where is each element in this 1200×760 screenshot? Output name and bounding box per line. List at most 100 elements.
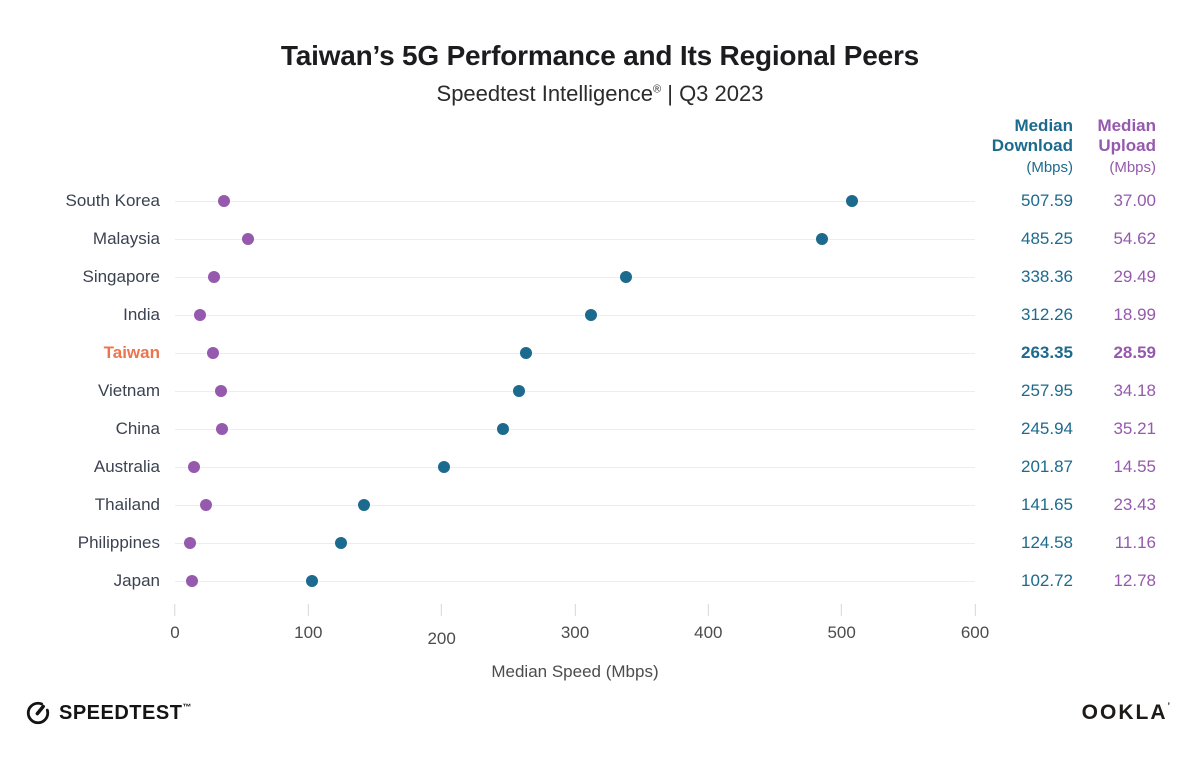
x-tick-label: 200: [427, 629, 456, 648]
country-label: Vietnam: [97, 381, 160, 400]
subtitle-brand: Speedtest Intelligence: [436, 81, 654, 106]
upload-value: 14.55: [1113, 457, 1156, 476]
download-dot: [585, 309, 598, 321]
download-column-header: Median Download (Mbps): [991, 116, 1073, 176]
upload-dot: [208, 271, 221, 283]
gridline: [175, 391, 975, 392]
country-label: Singapore: [82, 267, 160, 286]
upload-value: 18.99: [1113, 305, 1156, 324]
download-value: 263.35: [1021, 343, 1073, 362]
chart-row: China 245.94 35.21: [40, 410, 1156, 448]
x-tick-mark: [974, 604, 976, 616]
x-tick: 100: [294, 604, 323, 643]
gridline: [175, 467, 975, 468]
chart-row: Vietnam 257.95 34.18: [40, 372, 1156, 410]
x-tick-mark: [174, 604, 176, 616]
upload-value: 34.18: [1113, 381, 1156, 400]
x-tick-mark: [574, 604, 576, 616]
gridline: [175, 239, 975, 240]
x-axis-label: Median Speed (Mbps): [491, 662, 659, 681]
footer: SPEEDTEST™ OOKLA’: [25, 700, 1172, 726]
chart-row: Taiwan 263.35 28.59: [40, 334, 1156, 372]
country-label: Australia: [93, 457, 160, 476]
chart-row: South Korea 507.59 37.00: [40, 182, 1156, 220]
upload-column-header: Median Upload (Mbps): [1097, 116, 1156, 176]
country-label: Thailand: [94, 495, 160, 514]
download-dot: [620, 271, 633, 283]
download-dot: [816, 233, 828, 245]
download-value: 102.72: [1021, 571, 1073, 590]
upload-value: 35.21: [1113, 419, 1156, 438]
subtitle-period: | Q3 2023: [661, 81, 764, 106]
x-tick-label: 500: [827, 623, 856, 642]
gridline: [175, 543, 975, 544]
chart-row: Japan 102.72 12.78: [40, 562, 1156, 600]
gridline: [175, 353, 975, 354]
upload-value: 28.59: [1113, 343, 1156, 362]
upload-dot: [200, 499, 213, 511]
download-dot: [438, 461, 451, 473]
upload-value: 11.16: [1114, 533, 1156, 552]
country-label: Malaysia: [92, 229, 160, 248]
download-dot: [305, 575, 318, 587]
x-tick-mark: [307, 604, 309, 616]
gridline: [175, 581, 975, 582]
chart-row: Thailand 141.65 23.43: [40, 486, 1156, 524]
x-tick-mark: [707, 604, 709, 616]
chart-row: Philippines 124.58 11.16: [40, 524, 1156, 562]
x-tick: 600: [961, 604, 989, 643]
download-dot: [512, 385, 525, 397]
chart-row: Malaysia 485.25 54.62: [40, 220, 1156, 258]
upload-dot: [207, 347, 220, 359]
gridline: [175, 201, 975, 202]
upload-dot: [218, 195, 231, 207]
x-tick-label: 600: [960, 623, 990, 642]
x-axis: 0 100 200 300 400 500 600: [40, 604, 1156, 652]
upload-dot: [214, 385, 227, 397]
country-label: India: [123, 305, 160, 324]
x-tick: 500: [827, 604, 856, 643]
gridline: [175, 505, 975, 506]
x-tick-mark: [841, 604, 843, 616]
x-tick-label: 0: [170, 623, 180, 642]
download-value: 507.59: [1021, 191, 1073, 210]
x-tick: 200: [427, 604, 456, 649]
country-label: China: [115, 419, 160, 438]
gridline: [175, 315, 975, 316]
download-dot: [335, 537, 348, 549]
value-columns-header: Median Download (Mbps) Median Upload (Mb…: [40, 116, 1156, 182]
upload-dot: [183, 537, 196, 549]
upload-value: 54.62: [1113, 229, 1156, 248]
download-value: 245.94: [1021, 419, 1073, 438]
speedtest-gauge-icon: [26, 701, 50, 725]
x-tick: 0: [170, 604, 180, 643]
download-value: 124.58: [1021, 533, 1073, 552]
download-value: 338.36: [1021, 267, 1073, 286]
download-dot: [845, 195, 858, 207]
download-dot: [357, 499, 370, 511]
chart-rows: South Korea 507.59 37.00 Malaysia 485.25 54.6…: [40, 182, 1156, 600]
chart-row: Singapore 338.36 29.49: [40, 258, 1156, 296]
chart-row: Australia 201.87 14.55: [40, 448, 1156, 486]
upload-value: 12.78: [1113, 571, 1156, 590]
x-tick: 400: [694, 604, 723, 643]
x-tick-label: 100: [294, 623, 323, 642]
country-label: Taiwan: [103, 343, 160, 362]
upload-dot: [215, 423, 228, 435]
country-label: Philippines: [77, 533, 160, 552]
ookla-logo: OOKLA’: [1081, 701, 1172, 724]
x-tick-label: 300: [560, 623, 590, 642]
x-tick: 300: [561, 604, 589, 643]
download-value: 485.25: [1021, 229, 1073, 248]
page-subtitle: Speedtest Intelligence® | Q3 2023: [0, 81, 1200, 107]
chart-row: India 312.26 18.99: [40, 296, 1156, 334]
upload-value: 37.00: [1113, 191, 1156, 210]
download-value: 201.87: [1021, 457, 1073, 476]
upload-dot: [188, 461, 201, 473]
gridline: [175, 429, 975, 430]
download-dot: [496, 423, 509, 435]
speedtest-wordmark: SPEEDTEST™: [59, 701, 192, 724]
page-title: Taiwan’s 5G Performance and Its Regional…: [280, 40, 920, 71]
upload-dot: [194, 309, 207, 321]
registered-mark: ®: [653, 83, 662, 96]
